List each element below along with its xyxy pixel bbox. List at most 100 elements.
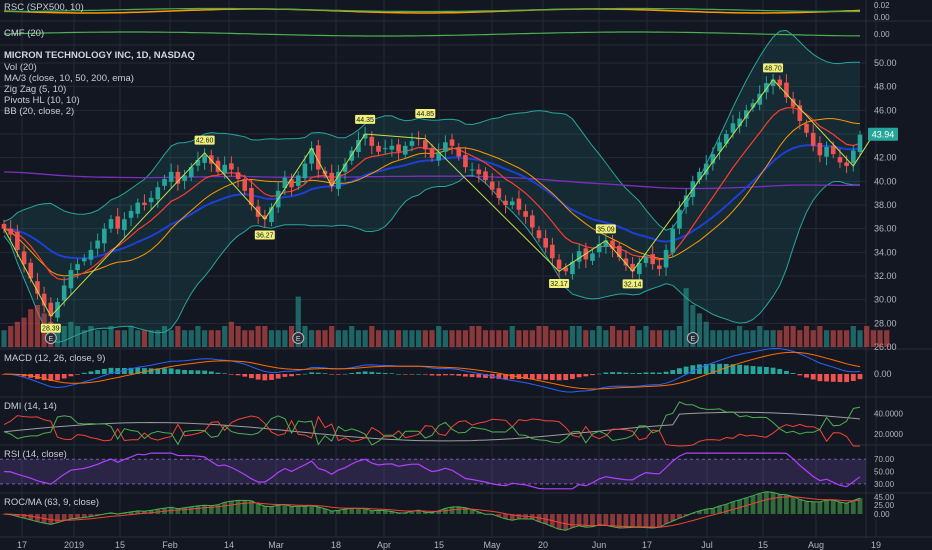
volume-bar [502,330,509,347]
pivot-label: 28.39 [42,326,60,333]
macd-histogram-bar [683,366,689,374]
volume-bar [650,330,656,347]
volume-bar [335,330,341,347]
volume-bar [1,330,7,347]
roc-bar [135,510,141,514]
candle-body [396,144,401,152]
roc-bar [570,514,575,528]
roc-bar [356,508,361,514]
volume-bar [703,321,709,347]
roc-bar [362,508,368,514]
candle-body [790,98,796,107]
roc-bar [717,506,722,514]
roc-bar [590,514,595,527]
candle-body [102,228,107,244]
macd-histogram-bar [777,369,783,374]
volume-bar [803,326,810,347]
volume-bar [81,330,87,347]
macd-histogram-bar [269,374,274,380]
roc-bar [710,508,716,514]
candle-body [15,231,20,250]
volume-bar [636,330,642,347]
volume-bar [108,326,114,347]
roc-bar [630,514,636,528]
candle-body [670,228,676,253]
candle-body [41,293,47,306]
roc-bar [402,512,408,514]
roc-bar [68,514,74,519]
macd-histogram-bar [168,368,174,374]
candle-body [476,169,482,175]
macd-histogram-bar [95,370,101,374]
candle-body [416,138,421,140]
roc-bar [476,512,482,514]
roc-bar [576,514,582,526]
macd-histogram-bar [135,367,141,374]
macd-histogram-bar [442,374,448,376]
candle-body [516,198,522,210]
roc-bar [563,514,569,531]
macd-histogram-bar [315,372,321,374]
candle-body [717,142,722,152]
candle-body [563,267,569,272]
roc-bar [255,503,261,514]
roc-bar [396,513,401,514]
volume-bar [750,330,756,347]
x-tick-label: Aug [808,540,824,550]
earnings-marker [686,332,699,344]
pivot-label-box [40,323,61,333]
macd-histogram-bar [275,374,281,379]
macd-histogram-bar [61,374,67,379]
macd-histogram-bar [262,374,268,381]
roc-ma-line [3,496,861,528]
roc-bar [737,499,743,514]
volume-bar [429,330,435,347]
macd-label: MACD (12, 26, close, 9) [4,353,106,364]
candle-body [342,163,348,172]
volume-bar [409,330,415,347]
candle-body [723,134,729,144]
volume-bar [723,330,729,347]
roc-bar [376,510,381,514]
roc-bar [830,500,836,514]
candle-body [489,181,495,190]
roc-bar [804,501,809,514]
volume-bar [737,326,743,347]
pivot-label-box [254,230,275,240]
macd-histogram-bar [416,373,422,375]
volume-bar [616,330,622,347]
macd-histogram-bar [743,365,749,374]
pivot-label: 42.60 [196,138,214,145]
candle-body [142,202,147,205]
macd-histogram-bar [396,373,401,375]
macd-histogram-bar [322,373,328,374]
earnings-marker [44,332,57,344]
volume-bar [877,330,883,347]
candle-body [202,155,207,163]
roc-bar [429,512,435,514]
volume-bar [14,321,20,347]
volume-bar [583,330,589,347]
macd-histogram-bar [81,372,87,374]
volume-bar [864,326,870,347]
volume-bar [656,330,662,347]
volume-bar [422,330,428,347]
macd-histogram-bar [529,374,535,380]
x-tick-label: 19 [871,540,881,550]
roc-bar [683,514,689,516]
macd-histogram-bar [583,374,589,377]
candle-body [55,302,60,318]
macd-histogram-bar [616,372,622,374]
macd-histogram-bar [603,372,609,374]
candle-body [81,258,87,262]
y-tick-label: 28.00 [874,318,897,328]
earnings-marker [292,332,305,344]
candle-body [456,147,462,157]
volume-bar [389,330,395,347]
candle-body [155,187,161,200]
x-tick-label: Feb [162,540,178,550]
volume-bar [743,330,749,347]
macd-histogram-bar [382,373,388,374]
di-plus-line [3,401,861,446]
